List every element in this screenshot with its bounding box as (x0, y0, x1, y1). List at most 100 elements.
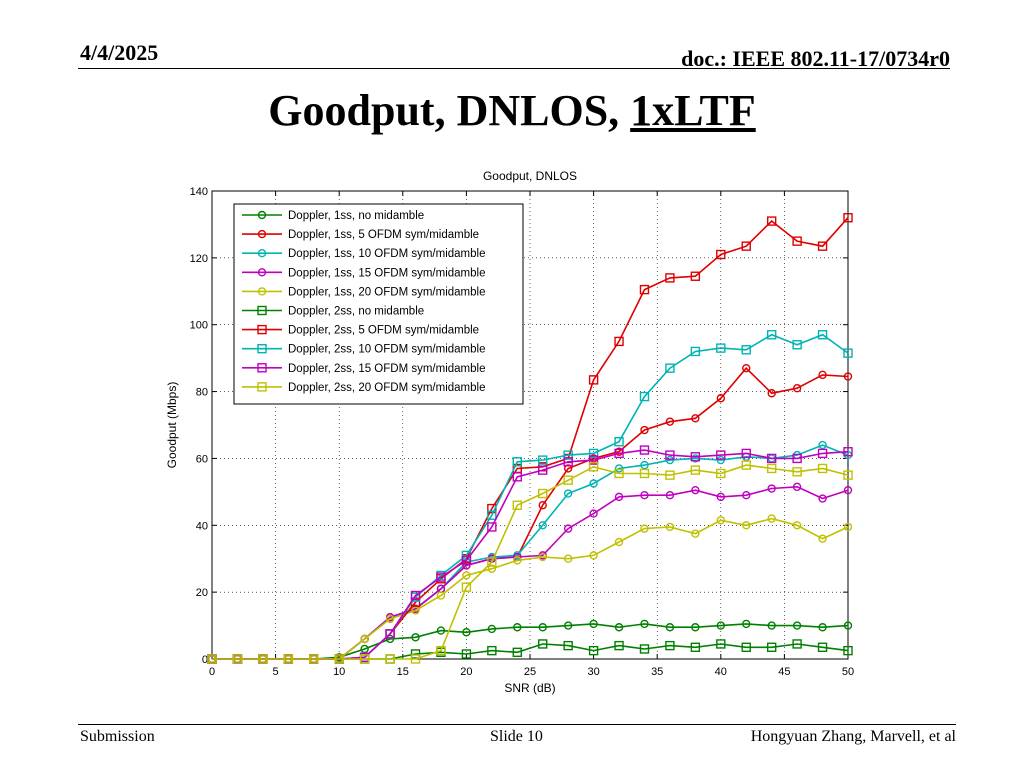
y-tick-label: 80 (196, 387, 208, 399)
data-point (614, 623, 624, 632)
data-point (766, 216, 777, 226)
data-point (563, 621, 573, 630)
data-point (691, 485, 700, 495)
data-point (436, 572, 446, 582)
data-point (665, 363, 675, 373)
data-point (360, 644, 369, 654)
data-point (665, 417, 675, 426)
data-point (538, 623, 547, 632)
data-point (665, 273, 675, 283)
data-point (665, 455, 675, 465)
x-axis-label: SNR (dB) (504, 681, 555, 695)
y-tick-label: 20 (196, 587, 208, 599)
data-point (818, 623, 827, 632)
data-point (817, 448, 828, 459)
data-point (614, 437, 624, 447)
data-point (589, 509, 598, 518)
data-point (843, 372, 853, 381)
legend-entry: Doppler, 1ss, 15 OFDM sym/midamble (288, 267, 485, 279)
data-point (843, 348, 853, 358)
x-tick-label: 10 (333, 666, 345, 678)
legend-marker (257, 268, 267, 277)
data-point (690, 271, 701, 281)
data-point (766, 453, 777, 464)
data-point (665, 470, 675, 480)
legend-entry: Doppler, 2ss, 15 OFDM sym/midamble (288, 363, 485, 375)
data-point (410, 649, 421, 659)
x-tick-label: 35 (651, 666, 663, 678)
x-tick-label: 45 (778, 666, 790, 678)
data-point (767, 621, 776, 630)
data-point (232, 654, 243, 664)
data-point (588, 645, 599, 656)
data-point (487, 624, 497, 634)
data-point (207, 654, 217, 664)
y-tick-label: 100 (190, 320, 208, 332)
data-point (487, 564, 497, 573)
data-point (843, 447, 853, 457)
data-point (487, 522, 497, 532)
data-point (639, 468, 650, 479)
data-point (792, 639, 802, 649)
data-point (563, 489, 573, 498)
data-point (741, 642, 751, 652)
data-point (665, 522, 675, 532)
data-point (563, 464, 573, 473)
data-point (512, 500, 522, 510)
legend-marker (257, 324, 267, 335)
data-point (843, 522, 853, 532)
x-tick-label: 15 (397, 666, 409, 678)
data-point (640, 460, 649, 470)
data-point (843, 645, 853, 656)
data-point (843, 485, 853, 495)
series-10 (207, 460, 853, 664)
x-tick-label: 40 (715, 666, 727, 678)
data-point (691, 623, 700, 632)
legend-entry: Doppler, 2ss, 10 OFDM sym/midamble (288, 344, 485, 356)
data-point (665, 640, 675, 651)
data-point (742, 619, 751, 629)
data-point (741, 460, 751, 470)
legend-marker (257, 229, 267, 239)
data-point (767, 514, 776, 523)
data-point (639, 644, 650, 654)
data-point (462, 571, 471, 580)
data-point (614, 448, 624, 459)
legend-marker (257, 344, 267, 354)
data-point (538, 639, 548, 649)
data-point (690, 465, 701, 475)
header-divider (78, 68, 950, 69)
data-point (792, 384, 802, 393)
data-point (538, 552, 547, 562)
data-point (716, 492, 725, 502)
legend-marker (257, 363, 267, 373)
data-point (818, 534, 827, 543)
data-point (792, 340, 802, 350)
data-point (665, 491, 675, 500)
data-point (690, 642, 701, 652)
legend-entry: Doppler, 2ss, 5 OFDM sym/midamble (288, 325, 479, 337)
data-point (640, 619, 649, 629)
data-point (436, 626, 446, 635)
footer-divider (78, 724, 956, 725)
data-point (690, 452, 701, 462)
data-point (563, 640, 573, 651)
data-point (691, 529, 700, 538)
data-point (767, 484, 776, 493)
data-point (766, 463, 777, 474)
data-point (589, 551, 598, 560)
y-tick-label: 120 (190, 253, 208, 265)
data-point (614, 492, 624, 502)
y-tick-label: 0 (202, 654, 208, 666)
data-point (639, 445, 650, 455)
data-point (538, 501, 547, 510)
slide-title-underlined: 1xLTF (630, 86, 756, 135)
slide-title: Goodput, DNLOS, 1xLTF (0, 85, 1024, 136)
y-axis-label: Goodput (Mbps) (165, 382, 179, 469)
data-point (512, 457, 522, 467)
y-tick-label: 140 (190, 186, 208, 198)
data-point (818, 494, 827, 503)
data-point (385, 629, 395, 639)
chart-series (207, 213, 853, 664)
